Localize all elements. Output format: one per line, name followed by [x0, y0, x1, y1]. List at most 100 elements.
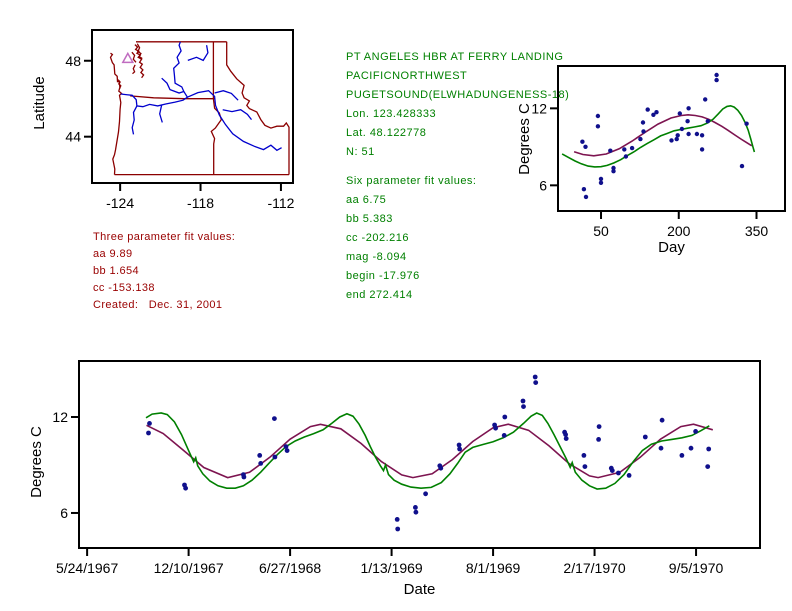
- data-point: [609, 468, 615, 473]
- data-point: [699, 133, 705, 138]
- y-tick-label: 12: [531, 100, 547, 116]
- data-point: [583, 144, 588, 149]
- y-axis-label: Degrees C: [516, 103, 533, 175]
- station-longitude: Lon. 123.428333: [346, 108, 437, 120]
- data-point: [563, 432, 568, 437]
- data-point: [493, 425, 498, 431]
- six-param-aa: aa 6.75: [346, 194, 387, 206]
- map-content: [109, 41, 290, 176]
- data-point: [739, 163, 745, 169]
- data-point: [583, 194, 589, 200]
- y-tick-label: 44: [65, 129, 81, 145]
- river: [131, 105, 138, 135]
- data-point: [395, 526, 401, 532]
- y-tick-label: 12: [52, 409, 68, 425]
- three-param-aa: aa 9.89: [93, 248, 133, 260]
- data-point: [686, 106, 691, 111]
- data-point: [581, 453, 587, 458]
- x-tick-label: 6/27/1968: [259, 560, 321, 576]
- state-boundary: [226, 41, 290, 175]
- data-point: [284, 448, 290, 453]
- data-point: [616, 470, 621, 476]
- data-point: [520, 398, 526, 404]
- x-tick-label: -118: [187, 195, 214, 211]
- station-sample-count: N: 51: [346, 146, 375, 158]
- river: [187, 45, 209, 62]
- data-point: [423, 491, 428, 497]
- y-axis-label: Latitude: [31, 76, 48, 129]
- x-tick-label: 8/1/1969: [466, 560, 521, 576]
- six-param-mag: mag -8.094: [346, 251, 407, 263]
- coastal-inlet: [132, 64, 136, 75]
- coastal-inlet: [117, 79, 122, 90]
- six-param-cc: cc -202.216: [346, 232, 409, 244]
- data-point: [699, 147, 705, 152]
- three-param-heading: Three parameter fit values:: [93, 231, 236, 243]
- date-time-series-plot: 5/24/1967 12/10/1967 6/27/1968 1/13/1969 8/1…: [28, 360, 761, 598]
- data-point: [685, 119, 690, 124]
- river: [214, 90, 239, 101]
- y-tick-label: 6: [60, 505, 68, 521]
- data-point: [688, 445, 694, 451]
- plot-frame: [78, 360, 761, 549]
- data-point: [598, 176, 604, 182]
- data-point: [438, 465, 444, 471]
- six-param-begin: begin -17.976: [346, 270, 420, 282]
- data-point: [283, 444, 289, 449]
- x-axis-label: Day: [658, 239, 685, 256]
- river: [161, 77, 184, 94]
- six-param-bb: bb 5.383: [346, 213, 393, 225]
- data-point: [679, 126, 685, 132]
- data-point: [622, 147, 627, 152]
- data-point: [456, 442, 462, 448]
- data-point: [596, 437, 601, 442]
- data-point: [580, 139, 585, 144]
- x-tick-label: -124: [106, 195, 134, 211]
- data-point: [595, 113, 601, 119]
- y-axis-label: Degrees C: [28, 426, 45, 498]
- station-region: PACIFICNORTHWEST: [346, 70, 468, 82]
- data-point: [146, 430, 151, 436]
- data-point: [705, 119, 710, 124]
- coastal-inlet: [131, 51, 137, 63]
- data-point: [677, 111, 682, 116]
- y-tick-label: 48: [65, 53, 81, 69]
- x-tick-label: -112: [267, 195, 294, 211]
- data-point: [596, 424, 602, 429]
- coastal-inlet: [134, 44, 145, 79]
- plot-frame: [557, 65, 786, 212]
- data-point: [611, 169, 616, 174]
- data-point: [413, 509, 419, 515]
- data-point: [501, 433, 507, 438]
- fit-curve-six-param: [145, 412, 710, 490]
- station-latitude: Lat. 48.122778: [346, 127, 427, 139]
- state-boundary: [130, 95, 215, 100]
- three-param-bb: bb 1.654: [93, 265, 140, 277]
- state-boundary: [210, 41, 223, 175]
- data-point: [629, 145, 635, 151]
- data-point: [413, 505, 418, 510]
- data-point: [183, 485, 189, 491]
- x-tick-label: 350: [745, 223, 769, 239]
- six-param-fit-block: Six parameter fit values: aa 6.75 bb 5.3…: [346, 172, 477, 305]
- river: [120, 41, 189, 108]
- data-point: [675, 133, 680, 138]
- river: [222, 109, 253, 120]
- station-basin: PUGETSOUND(ELWHADUNGENESS-18): [346, 89, 570, 101]
- data-point: [706, 446, 712, 452]
- station-name: PT ANGELES HBR AT FERRY LANDING: [346, 51, 564, 63]
- data-point: [608, 148, 613, 153]
- day-of-year-scatter-plot: 50 200 350 6 12 Day Degrees C: [516, 65, 786, 256]
- data-point: [394, 517, 400, 522]
- x-axis-label: Date: [404, 581, 436, 598]
- x-tick-label: 200: [667, 223, 691, 239]
- six-param-end: end 272.414: [346, 289, 413, 301]
- data-point: [257, 453, 263, 458]
- x-tick-label: 12/10/1967: [154, 560, 224, 576]
- data-point: [640, 120, 646, 125]
- data-point: [674, 136, 679, 142]
- data-point: [581, 187, 587, 192]
- data-point: [714, 77, 719, 83]
- y-tick-label: 6: [539, 177, 547, 193]
- coastal-inlet: [136, 43, 143, 60]
